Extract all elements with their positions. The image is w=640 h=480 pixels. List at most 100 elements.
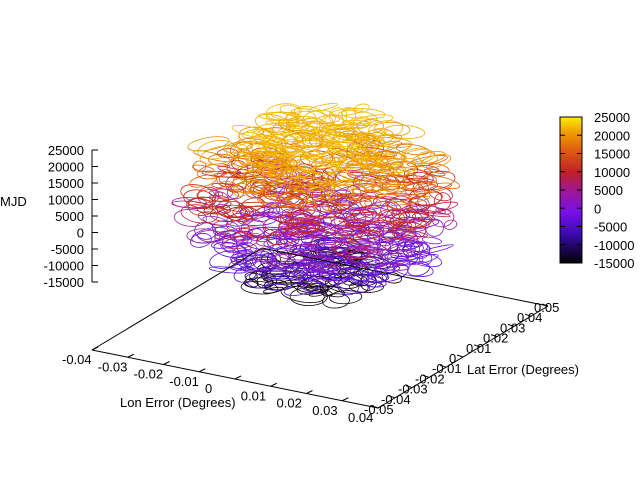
error-ellipse <box>386 259 411 268</box>
error-ellipse <box>390 196 431 206</box>
error-ellipse <box>223 235 259 250</box>
error-ellipse <box>289 209 314 227</box>
error-ellipse <box>312 159 341 176</box>
error-ellipse <box>384 266 401 273</box>
error-ellipse <box>279 104 301 116</box>
error-ellipse <box>424 168 446 177</box>
error-ellipse <box>287 221 320 234</box>
error-ellipse <box>313 254 347 267</box>
error-ellipse <box>256 235 270 243</box>
error-ellipse <box>226 220 250 234</box>
error-ellipse <box>384 237 421 253</box>
y-tick-mark <box>371 405 379 409</box>
error-ellipse <box>391 189 432 196</box>
x-tick-label: 0.04 <box>348 410 373 425</box>
error-ellipse <box>322 293 350 309</box>
error-ellipse <box>233 255 277 261</box>
error-ellipse <box>252 127 278 144</box>
error-ellipse <box>240 280 279 295</box>
error-ellipse <box>231 124 274 140</box>
error-ellipse <box>405 251 443 268</box>
error-ellipse <box>306 228 328 238</box>
error-ellipse <box>421 236 443 245</box>
x-tick-mark <box>234 375 242 380</box>
y-tick-mark <box>473 344 481 348</box>
x-tick-mark <box>270 382 277 387</box>
y-tick-mark <box>541 303 549 307</box>
error-ellipse <box>401 157 419 172</box>
y-tick-mark <box>422 374 430 378</box>
axes: -0.04 -0.03 -0.02 -0.01 0 0.01 0.02 0.03 0.04-0.… <box>44 143 560 425</box>
error-ellipse <box>262 166 304 176</box>
error-ellipse <box>316 115 340 124</box>
error-ellipse <box>333 168 351 186</box>
y-tick-label: 0.03 <box>500 320 525 335</box>
error-ellipse <box>287 116 327 131</box>
colorbar-tick-label: 20000 <box>594 128 630 143</box>
error-ellipse <box>220 242 248 254</box>
error-ellipse <box>435 207 451 215</box>
error-ellipse <box>298 138 330 156</box>
colorbar-tick-label: 25000 <box>594 110 630 125</box>
error-ellipse <box>360 204 395 219</box>
error-ellipse <box>285 207 310 215</box>
error-ellipse <box>262 283 291 291</box>
colorbar-tick-label: -10000 <box>594 238 634 253</box>
colorbar-tick-label: -5000 <box>594 220 627 235</box>
error-ellipse <box>303 255 334 269</box>
x-tick-mark <box>163 361 170 365</box>
error-ellipse <box>308 252 329 271</box>
error-ellipse <box>350 209 367 225</box>
z-tick-label: -15000 <box>44 275 84 290</box>
y-axis-label: Lat Error (Degrees) <box>467 362 579 377</box>
y-tick-mark <box>490 334 498 338</box>
error-ellipse <box>216 169 235 188</box>
z-axis-label: MJD <box>0 194 27 209</box>
colorbar-tick-label: -15000 <box>594 256 634 271</box>
error-ellipse <box>291 135 323 153</box>
y-tick-mark <box>388 395 396 399</box>
error-ellipse <box>268 161 306 182</box>
error-ellipse <box>366 249 382 259</box>
x-tick-mark <box>377 404 385 409</box>
x-tick-label: 0.01 <box>241 388 266 403</box>
error-ellipse <box>319 216 354 236</box>
error-ellipse <box>290 264 308 276</box>
error-ellipse <box>426 163 450 174</box>
error-ellipse <box>377 155 399 168</box>
error-ellipse <box>304 130 340 145</box>
z-tick-label: 5000 <box>55 209 84 224</box>
error-ellipse <box>324 114 344 128</box>
error-ellipse <box>270 249 307 269</box>
error-ellipse <box>386 195 412 215</box>
error-ellipse <box>352 184 386 192</box>
x-tick-mark <box>127 353 134 358</box>
error-ellipse <box>321 125 349 143</box>
z-tick-label: 25000 <box>48 143 84 158</box>
error-ellipse <box>381 271 403 284</box>
error-ellipse <box>396 167 437 184</box>
error-ellipse <box>241 162 264 171</box>
error-ellipse <box>340 108 386 120</box>
z-tick-label: 15000 <box>48 176 84 191</box>
y-tick-label: -0.01 <box>432 361 462 376</box>
error-ellipse <box>290 222 324 234</box>
error-ellipse <box>262 148 306 158</box>
error-ellipse <box>376 133 397 146</box>
error-ellipse <box>348 249 370 258</box>
error-ellipse <box>356 229 382 240</box>
error-ellipse <box>433 192 452 211</box>
y-tick-mark <box>507 323 515 327</box>
error-ellipse <box>256 193 289 208</box>
error-ellipse <box>343 241 382 249</box>
y-tick-label: 0.05 <box>534 300 559 315</box>
error-ellipse <box>259 267 296 276</box>
z-tick-label: 20000 <box>48 160 84 175</box>
error-ellipse <box>409 254 439 265</box>
error-ellipse <box>258 139 290 146</box>
error-ellipse <box>260 253 277 262</box>
error-ellipse <box>364 197 382 208</box>
error-ellipse <box>180 204 218 224</box>
error-ellipse <box>307 243 340 252</box>
